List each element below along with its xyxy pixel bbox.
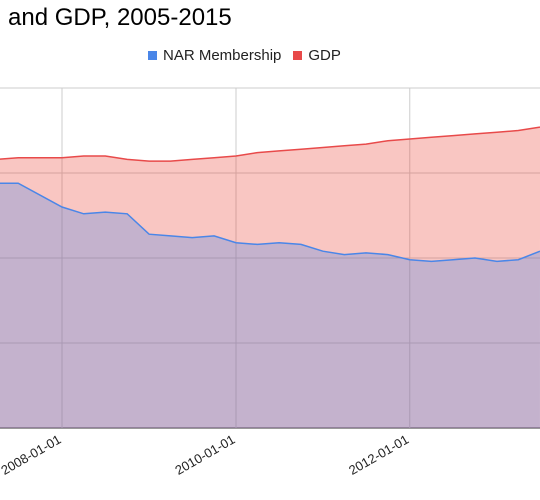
legend-item-nar[interactable]: NAR Membership (148, 47, 281, 64)
legend-swatch-gdp (293, 51, 303, 60)
x-tick-label: 2008-01-01 (0, 432, 64, 478)
legend-item-gdp[interactable]: GDP (293, 47, 341, 64)
series-line-nar[interactable] (0, 182, 540, 263)
legend-label-gdp: GDP (308, 47, 341, 64)
gridlines (0, 87, 540, 429)
legend-label-nar: NAR Membership (163, 47, 282, 64)
chart-title: and GDP, 2005-2015 (8, 4, 232, 31)
x-tick-label: 2012-01-01 (346, 432, 411, 478)
series-line-gdp[interactable] (0, 126, 540, 163)
series-area-nar (0, 183, 540, 428)
series-area-gdp (0, 127, 540, 428)
x-tick-label: 2010-01-01 (172, 432, 237, 478)
legend[interactable]: NAR Membership GDP (148, 47, 353, 64)
legend-swatch-nar (148, 51, 157, 60)
